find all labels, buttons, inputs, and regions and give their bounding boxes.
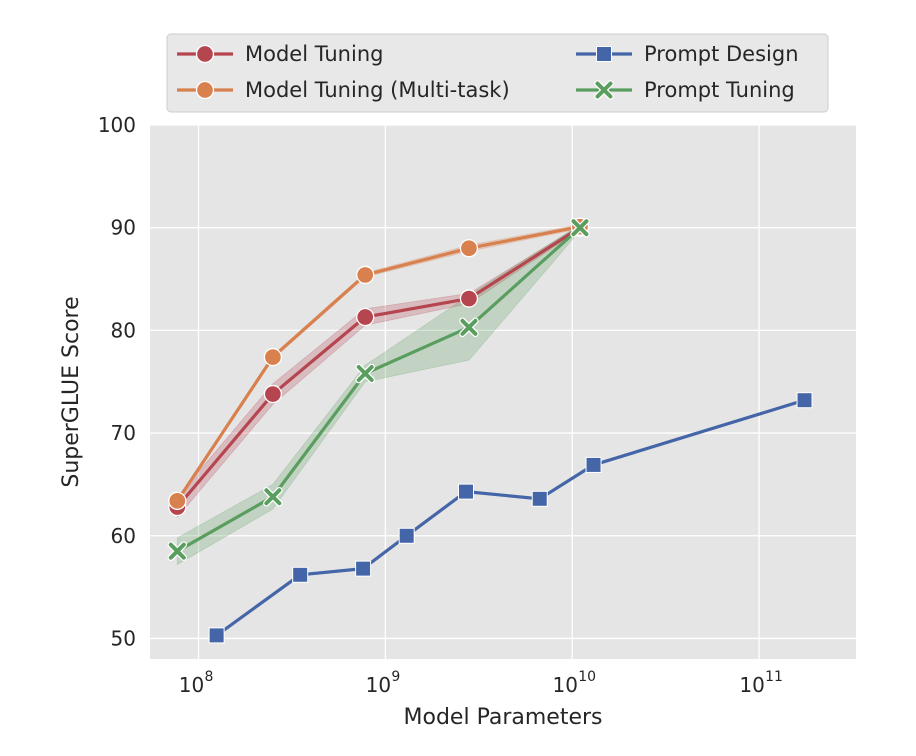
y-axis-title: SuperGLUE Score xyxy=(59,296,84,487)
y-tick-label: 90 xyxy=(111,216,136,240)
legend: Model Tuning Model Tuning (Multi-task) Pro… xyxy=(166,33,829,113)
model-tuning-multi-task-point xyxy=(356,265,375,285)
prompt-tuning-point xyxy=(570,217,590,238)
model-tuning-point xyxy=(459,289,479,308)
x-tick-exponent: 10 xyxy=(578,669,596,685)
prompt-tuning-point xyxy=(459,317,479,338)
y-tick-label: 80 xyxy=(111,318,136,342)
y-tick-label: 70 xyxy=(111,421,136,445)
legend-prompt-tuning-marker xyxy=(594,80,614,100)
prompt-design-line xyxy=(215,398,805,637)
prompt-design-point xyxy=(531,490,548,507)
y-tick-label: 60 xyxy=(111,524,136,548)
legend-model-tuning-label: Model Tuning xyxy=(245,42,383,66)
prompt-design-point xyxy=(457,483,474,500)
prompt-tuning-point xyxy=(167,541,188,561)
x-tick-exponent: 11 xyxy=(765,669,783,685)
plot-area xyxy=(150,125,856,659)
prompt-design-point xyxy=(208,627,225,644)
grid xyxy=(150,124,856,659)
x-tick-label: 10 xyxy=(179,673,204,697)
prompt-design-point xyxy=(355,560,372,577)
x-tick-label: 10 xyxy=(366,673,391,697)
model-tuning-point xyxy=(356,307,375,327)
x-axis-title: Model Parameters xyxy=(404,705,603,730)
x-tick-labels: 10 8 10 9 10 10 10 11 xyxy=(179,669,783,697)
series-markers xyxy=(167,217,813,644)
x-tick-exponent: 9 xyxy=(391,669,400,685)
x-tick-exponent: 8 xyxy=(205,669,214,685)
prompt-tuning-point-stroke xyxy=(168,542,186,560)
y-tick-label: 50 xyxy=(111,626,136,650)
prompt-design-point xyxy=(796,392,813,409)
prompt-tuning-point-stroke xyxy=(356,365,374,383)
model-tuning-multi-task-point xyxy=(168,491,187,511)
legend-prompt-design-label: Prompt Design xyxy=(644,42,799,66)
legend-model-tuning-multi-task-marker xyxy=(195,80,215,100)
legend-model-tuning-marker xyxy=(195,44,215,64)
legend-prompt-tuning-label: Prompt Tuning xyxy=(644,78,795,102)
prompt-design-point xyxy=(292,566,309,583)
model-tuning-multi-task-point xyxy=(263,347,283,367)
model-tuning-point xyxy=(263,384,283,404)
legend-box xyxy=(166,33,829,113)
y-tick-labels: 50 60 70 80 90 100 xyxy=(98,113,136,650)
prompt-design-point xyxy=(398,527,415,544)
legend-prompt-tuning-marker-stroke xyxy=(595,81,613,99)
legend-model-tuning-multi-task-label: Model Tuning (Multi-task) xyxy=(245,78,510,102)
legend-prompt-design-marker xyxy=(596,46,612,62)
y-tick-label: 100 xyxy=(98,113,136,137)
prompt-tuning-point xyxy=(263,486,283,507)
x-tick-label: 10 xyxy=(739,673,764,697)
model-tuning-multi-task-point xyxy=(459,239,479,258)
prompt-tuning-point xyxy=(355,363,375,384)
prompt-tuning-point-stroke xyxy=(264,488,282,506)
prompt-tuning-point-stroke xyxy=(460,318,478,336)
prompt-tuning-point-stroke xyxy=(571,219,589,237)
prompt-design-point xyxy=(585,456,602,473)
x-tick-label: 10 xyxy=(553,673,578,697)
